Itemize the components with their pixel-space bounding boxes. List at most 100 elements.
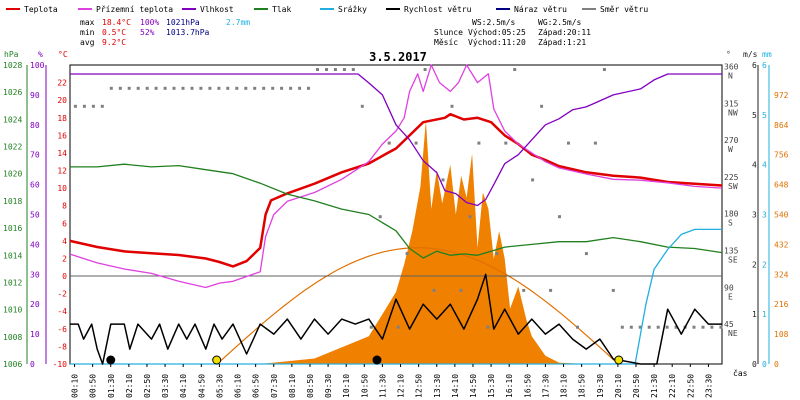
axis-label-rain: mm: [762, 50, 772, 59]
wind-tick-label: 6: [752, 61, 757, 70]
wind-direction-point: [73, 104, 77, 108]
theoretical-solar-curve: [216, 247, 619, 365]
direction-tick-value: 360: [724, 62, 739, 71]
wind-tick-label: 5: [752, 111, 757, 120]
wind-direction-point: [360, 104, 364, 108]
wind-direction-point: [602, 68, 606, 71]
hpa-tick-label: 1010: [3, 306, 22, 315]
wind-direction-point: [378, 215, 382, 219]
x-tick-label: 12:10: [397, 374, 406, 398]
hpa-tick-label: 1006: [3, 360, 22, 369]
wind-direction-point: [656, 325, 660, 329]
wind-direction-point: [387, 141, 391, 145]
wind-direction-point: [459, 288, 463, 292]
wind-direction-point: [495, 252, 499, 256]
x-tick-label: 01:30: [107, 374, 116, 398]
legend-label: Srážky: [338, 5, 367, 14]
celsius-tick-label: 16: [57, 131, 67, 140]
rain-tick-label: 3: [762, 211, 767, 220]
wind-direction-point: [82, 104, 86, 108]
wind-direction-point: [181, 86, 185, 90]
wind-direction-point: [91, 104, 95, 108]
celsius-tick-label: 12: [57, 167, 67, 176]
celsius-tick-label: 0: [62, 272, 67, 281]
direction-tick-letter: S: [728, 219, 733, 228]
direction-tick-letter: NW: [728, 108, 738, 117]
x-tick-label: 00:10: [71, 374, 80, 398]
wind-direction-point: [593, 141, 597, 145]
pct-tick-label: 0: [30, 360, 35, 369]
series-p-zemn-teplota: [69, 64, 723, 289]
direction-tick-value: 135: [724, 247, 739, 256]
direction-tick-letter: N: [728, 71, 733, 80]
wind-direction-point: [333, 68, 337, 71]
legend-item: Směr větru: [582, 5, 648, 14]
celsius-tick-label: 22: [57, 79, 67, 88]
wind-tick-label: 2: [752, 260, 757, 269]
wind-tick-label: 0: [752, 360, 757, 369]
direction-tick-value: 315: [724, 99, 739, 108]
wind-direction-point: [647, 325, 651, 329]
x-tick-label: 20:50: [632, 374, 641, 398]
pct-tick-label: 80: [30, 121, 40, 130]
info-wg: WG:2.5m/s: [538, 18, 582, 27]
series-vlhkost: [70, 73, 722, 207]
wind-direction-point: [307, 86, 310, 90]
solar-tick-label: 756: [774, 151, 789, 160]
stat-temp: 18.4°C: [102, 18, 131, 27]
hpa-tick-label: 1016: [3, 224, 22, 233]
wind-direction-point: [540, 104, 544, 108]
info-sunset: Západ:20:11: [538, 28, 591, 37]
wind-direction-point: [109, 86, 113, 90]
wind-direction-point: [342, 68, 346, 71]
x-tick-label: 08:10: [288, 374, 297, 398]
x-tick-label: 03:30: [161, 374, 170, 398]
solar-tick-label: 0: [774, 360, 779, 369]
stat-label: avg: [80, 38, 95, 47]
axis-label-celsius: °C: [58, 50, 68, 59]
wind-direction-point: [405, 252, 409, 256]
chart-legend: Teplota Přízemní teplota Vlhkost Tlak Srážky…: [6, 5, 648, 14]
wind-direction-point: [692, 325, 696, 329]
rain-tick-label: 0: [762, 360, 767, 369]
wind-direction-point: [316, 68, 319, 71]
x-tick-label: 04:10: [179, 374, 188, 398]
wind-direction-point: [558, 215, 561, 219]
celsius-tick-label: 8: [62, 202, 67, 211]
wind-direction-point: [226, 86, 230, 90]
wind-direction-point: [584, 252, 588, 256]
wind-direction-point: [118, 86, 122, 90]
wind-direction-point: [522, 288, 526, 292]
wind-direction-point: [289, 86, 293, 90]
x-tick-label: 17:30: [541, 374, 550, 398]
x-tick-label: 10:10: [342, 374, 351, 398]
axis-label-direction: °: [726, 50, 731, 59]
solar-tick-label: 648: [774, 181, 789, 190]
x-tick-label: 06:50: [252, 374, 261, 398]
wind-direction-point: [531, 178, 535, 182]
wind-direction-point: [441, 178, 445, 182]
wind-direction-point: [513, 68, 517, 71]
x-tick-label: 08:50: [306, 374, 315, 398]
x-tick-label: 22:10: [668, 374, 677, 398]
wind-direction-point: [468, 215, 472, 219]
wind-direction-point: [629, 325, 633, 329]
legend-item: Srážky: [320, 5, 367, 14]
celsius-tick-label: 4: [62, 237, 67, 246]
celsius-tick-label: 6: [62, 219, 67, 228]
x-tick-label: 13:30: [433, 374, 442, 398]
sun-dot: [212, 355, 222, 365]
legend-label: Teplota: [24, 5, 58, 14]
axis-label-time: čas: [733, 368, 748, 378]
series-sr-ky: [70, 228, 722, 365]
pct-tick-label: 70: [30, 151, 40, 160]
wind-direction-point: [719, 325, 723, 329]
wind-direction-point: [199, 86, 203, 90]
direction-tick-letter: W: [728, 145, 733, 154]
x-tick-label: 02:50: [143, 374, 152, 398]
hpa-tick-label: 1024: [3, 115, 22, 124]
x-tick-label: 04:50: [197, 374, 206, 398]
x-tick-label: 21:30: [650, 374, 659, 398]
celsius-tick-label: -10: [53, 360, 68, 369]
